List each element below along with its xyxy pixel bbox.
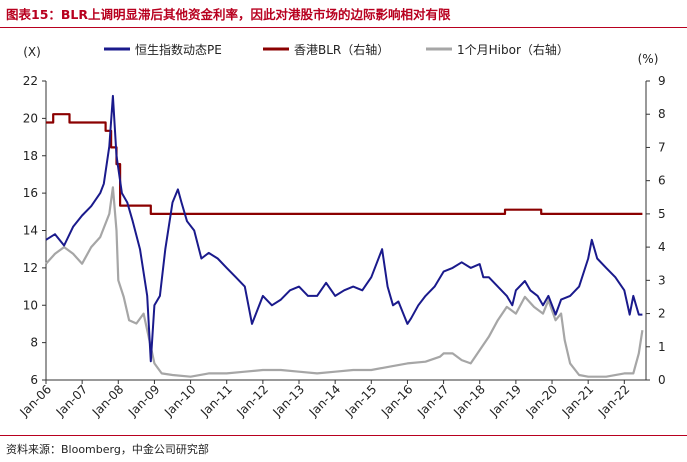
x-tick-label: Jan-11 [197, 382, 235, 420]
x-tick-label: Jan-08 [89, 382, 127, 420]
left-tick-label: 8 [30, 336, 38, 350]
x-tick-label: Jan-13 [270, 382, 308, 420]
title-divider [0, 27, 687, 28]
left-tick-label: 18 [23, 149, 38, 163]
x-tick-label: Jan-21 [559, 382, 597, 420]
series-line-0 [45, 94, 643, 363]
x-tick-label: Jan-16 [378, 382, 416, 420]
left-tick-label: 14 [23, 224, 38, 238]
x-tick-label: Jan-07 [53, 382, 91, 420]
left-tick-label: 16 [23, 186, 38, 200]
x-tick-label: Jan-09 [125, 382, 163, 420]
right-tick-label: 3 [658, 273, 666, 287]
source-note: 资料来源：Bloomberg，中金公司研究部 [6, 443, 209, 456]
right-tick-label: 4 [658, 240, 666, 254]
left-axis-unit-label: (X) [23, 45, 41, 59]
left-tick-label: 20 [23, 111, 38, 125]
x-tick-label: Jan-17 [414, 382, 452, 420]
series-line-1 [46, 113, 643, 215]
right-tick-label: 7 [658, 140, 666, 154]
right-axis-unit-label: (%) [638, 52, 659, 66]
left-tick-label: 6 [30, 373, 38, 387]
chart-legend: 恒生指数动态PE 香港BLR（右轴） 1个月Hibor（右轴） [104, 42, 569, 57]
right-tick-label: 0 [658, 373, 666, 387]
series-line-2 [45, 186, 644, 378]
x-tick-label: Jan-19 [486, 382, 524, 420]
right-tick-label: 9 [658, 74, 666, 88]
x-tick-label: Jan-06 [17, 382, 55, 420]
right-tick-label: 2 [658, 307, 666, 321]
footer-divider [0, 435, 687, 436]
right-tick-label: 6 [658, 174, 666, 188]
legend-label: 恒生指数动态PE [135, 42, 222, 57]
chart-series [45, 94, 644, 378]
x-tick-label: Jan-20 [523, 382, 561, 420]
chart-title: 图表15：BLR上调明显滞后其他资金利率，因此对港股市场的边际影响相对有限 [6, 7, 451, 22]
right-tick-label: 8 [658, 107, 666, 121]
left-tick-label: 22 [23, 74, 38, 88]
x-tick-label: Jan-14 [306, 382, 344, 420]
left-tick-label: 10 [23, 298, 38, 312]
x-tick-label: Jan-10 [161, 382, 199, 420]
x-tick-label: Jan-22 [595, 382, 633, 420]
x-tick-label: Jan-18 [450, 382, 488, 420]
right-tick-label: 5 [658, 207, 666, 221]
legend-label: 1个月Hibor（右轴） [457, 42, 569, 57]
left-tick-label: 12 [23, 261, 38, 275]
x-tick-label: Jan-15 [342, 382, 380, 420]
right-tick-label: 1 [658, 340, 666, 354]
x-tick-label: Jan-12 [233, 382, 271, 420]
legend-label: 香港BLR（右轴） [294, 42, 389, 57]
